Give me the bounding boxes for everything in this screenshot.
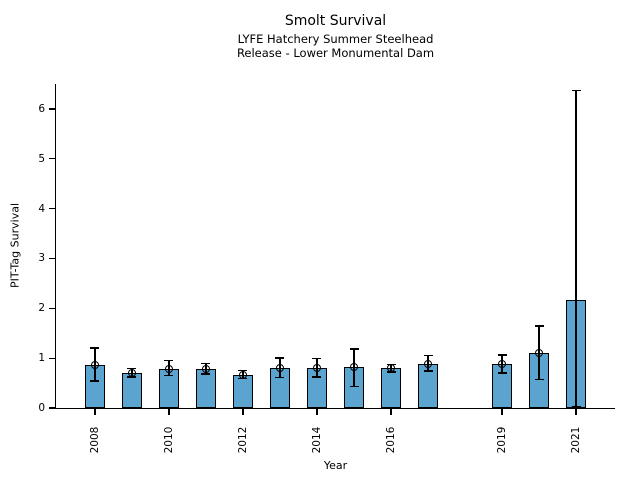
x-tick-mark [501, 409, 503, 416]
y-tick-mark [48, 207, 55, 210]
error-bar-cap-top-2014 [312, 357, 322, 360]
x-tick-mark [390, 409, 392, 416]
x-tick-mark [242, 409, 244, 416]
error-bar-cap-top-2008 [90, 347, 100, 349]
chart-subtitle-line2: Release - Lower Monumental Dam [236, 46, 435, 60]
error-bar-cap-bottom-2008 [90, 380, 100, 382]
y-tick-label: 0 [38, 402, 45, 414]
error-bar-cap-top-2017 [423, 354, 433, 357]
x-tick-mark [168, 409, 170, 416]
y-axis-spine [54, 84, 56, 410]
y-tick-label: 1 [38, 352, 45, 365]
x-tick-mark [94, 409, 96, 416]
point-estimate-marker-2009 [127, 369, 136, 378]
error-bar-cap-bottom-2021 [571, 406, 581, 408]
y-tick-mark [48, 257, 55, 260]
x-tick-label: 2012 [236, 426, 249, 454]
bar-2009 [121, 373, 142, 408]
y-tick-mark [48, 407, 55, 409]
bar-2012 [232, 374, 253, 408]
error-bar-cap-top-2015 [349, 348, 359, 350]
x-tick-label: 2010 [162, 426, 175, 454]
point-estimate-marker-2017 [424, 360, 433, 369]
y-tick-mark [48, 158, 55, 160]
chart-subtitle-line1: LYFE Hatchery Summer Steelhead [237, 32, 434, 46]
y-tick-label: 4 [38, 202, 45, 215]
y-tick-mark [48, 108, 55, 110]
error-bar-cap-bottom-2009 [127, 376, 137, 378]
x-axis-label: Year [323, 459, 348, 472]
point-estimate-marker-2020 [535, 348, 544, 357]
y-tick-mark [48, 357, 55, 359]
x-tick-mark [575, 409, 577, 416]
x-tick-label: 2008 [88, 426, 101, 454]
y-tick-label: 5 [38, 152, 45, 165]
error-bar-cap-bottom-2010 [164, 374, 174, 377]
x-tick-label: 2014 [310, 426, 323, 454]
point-estimate-marker-2011 [201, 365, 210, 374]
bar-2016 [381, 368, 402, 408]
error-bar-cap-bottom-2011 [201, 373, 211, 375]
error-bar-cap-top-2009 [127, 367, 137, 370]
x-tick-mark [316, 409, 318, 416]
point-estimate-marker-2008 [90, 361, 99, 370]
point-estimate-marker-2013 [275, 364, 284, 373]
error-bar-cap-bottom-2016 [386, 371, 396, 373]
y-tick-mark [48, 307, 55, 309]
y-tick-label: 2 [38, 302, 45, 315]
error-bar-cap-bottom-2014 [312, 376, 322, 378]
error-bar-cap-top-2019 [497, 354, 507, 356]
error-bar-cap-top-2010 [164, 359, 174, 362]
error-bar-cap-bottom-2015 [349, 385, 359, 388]
error-bar-cap-bottom-2020 [534, 378, 544, 381]
x-tick-label: 2019 [496, 426, 509, 454]
x-axis-spine [54, 408, 615, 410]
error-bar-cap-top-2020 [534, 325, 544, 327]
error-bar-cap-top-2013 [275, 357, 285, 359]
y-tick-label: 3 [38, 252, 45, 265]
point-estimate-marker-2016 [387, 364, 396, 373]
error-bar-cap-top-2021 [571, 89, 581, 92]
point-estimate-marker-2019 [498, 360, 507, 369]
bar-2011 [195, 369, 216, 408]
point-estimate-marker-2010 [164, 364, 173, 373]
error-bar-line-2021 [575, 90, 577, 407]
error-bar-cap-bottom-2017 [423, 370, 433, 372]
chart-title: Smolt Survival [284, 13, 387, 29]
point-estimate-marker-2012 [238, 370, 247, 379]
x-tick-label: 2016 [385, 426, 398, 454]
x-tick-label: 2021 [570, 426, 583, 454]
error-bar-cap-bottom-2013 [275, 376, 285, 379]
point-estimate-marker-2015 [350, 363, 358, 372]
error-bar-cap-bottom-2019 [497, 372, 507, 374]
error-bar-cap-top-2011 [201, 362, 211, 365]
point-estimate-marker-2014 [312, 364, 321, 373]
y-tick-label: 6 [38, 102, 45, 115]
